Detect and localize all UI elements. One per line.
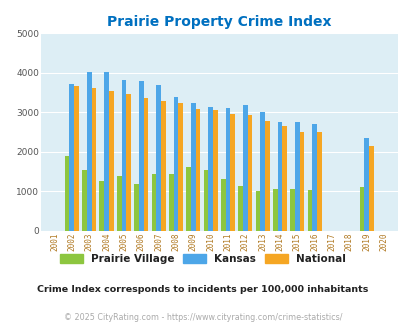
Bar	[190, 104, 195, 231]
Text: © 2025 CityRating.com - https://www.cityrating.com/crime-statistics/: © 2025 CityRating.com - https://www.city…	[64, 313, 341, 322]
Bar	[178, 103, 183, 231]
Bar	[220, 179, 225, 231]
Bar	[139, 81, 143, 231]
Bar	[186, 167, 190, 231]
Bar	[82, 170, 87, 231]
Bar	[160, 101, 165, 231]
Legend: Prairie Village, Kansas, National: Prairie Village, Kansas, National	[56, 249, 349, 268]
Bar	[109, 91, 113, 231]
Bar	[173, 97, 178, 231]
Bar	[121, 80, 126, 231]
Bar	[65, 156, 69, 231]
Bar	[230, 114, 234, 231]
Bar	[117, 176, 121, 231]
Bar	[368, 146, 373, 231]
Bar	[272, 189, 277, 231]
Bar	[316, 132, 321, 231]
Bar	[203, 170, 208, 231]
Bar	[363, 138, 368, 231]
Bar	[168, 174, 173, 231]
Bar	[277, 122, 281, 231]
Bar	[143, 98, 148, 231]
Bar	[69, 84, 74, 231]
Bar	[208, 108, 212, 231]
Bar	[134, 184, 139, 231]
Bar	[225, 108, 230, 231]
Bar	[294, 122, 299, 231]
Bar	[247, 115, 252, 231]
Bar	[359, 187, 363, 231]
Bar	[242, 105, 247, 231]
Bar	[156, 85, 160, 231]
Bar	[212, 110, 217, 231]
Title: Prairie Property Crime Index: Prairie Property Crime Index	[107, 15, 330, 29]
Bar	[151, 174, 156, 231]
Bar	[260, 112, 264, 231]
Bar	[290, 189, 294, 231]
Bar	[104, 72, 109, 231]
Bar	[87, 72, 91, 231]
Bar	[126, 94, 130, 231]
Text: Crime Index corresponds to incidents per 100,000 inhabitants: Crime Index corresponds to incidents per…	[37, 285, 368, 294]
Bar	[195, 109, 200, 231]
Bar	[255, 191, 260, 231]
Bar	[238, 186, 242, 231]
Bar	[74, 86, 79, 231]
Bar	[264, 120, 269, 231]
Bar	[99, 181, 104, 231]
Bar	[299, 132, 304, 231]
Bar	[311, 124, 316, 231]
Bar	[307, 190, 311, 231]
Bar	[281, 126, 286, 231]
Bar	[91, 88, 96, 231]
